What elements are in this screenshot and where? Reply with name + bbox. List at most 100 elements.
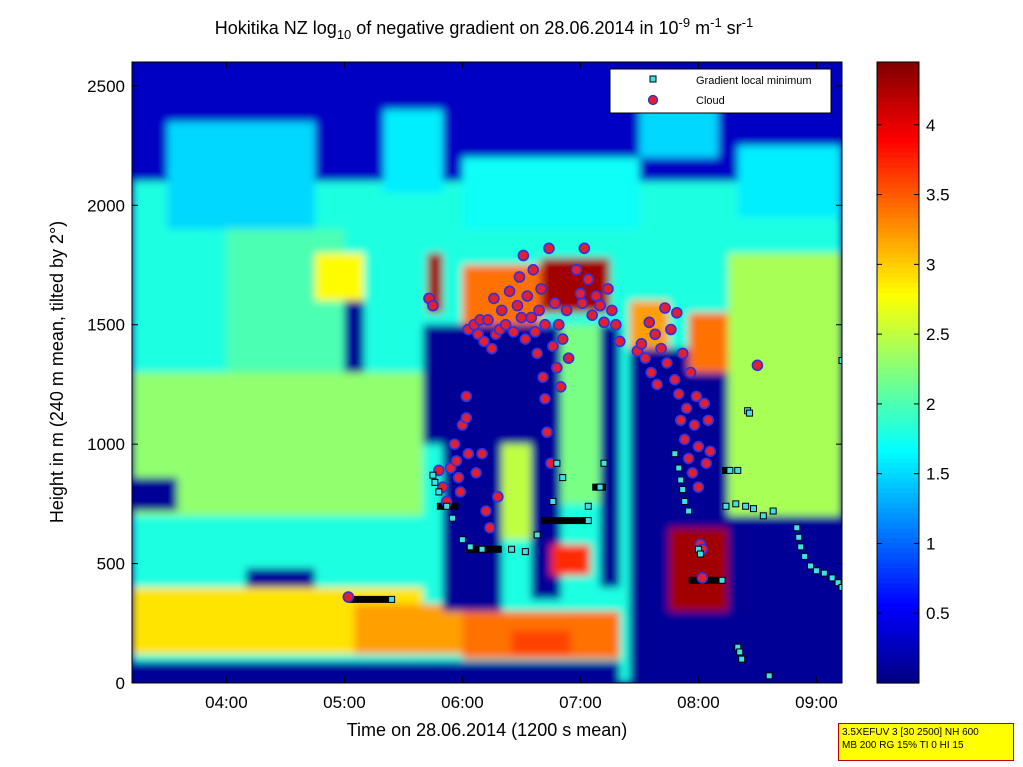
- colorbar-tick-label: 0.5: [926, 604, 950, 623]
- colorbar-band: [877, 342, 919, 349]
- cloud-marker: [594, 299, 606, 312]
- gradient-minimum-marker: [596, 483, 604, 491]
- colorbar-band: [877, 247, 919, 253]
- colorbar-band: [877, 487, 919, 494]
- colorbar-band: [877, 667, 919, 674]
- info-line-2: MB 200 RG 15% TI 0 HI 15: [842, 740, 964, 751]
- colorbar-band: [877, 452, 919, 459]
- colorbar-band: [877, 192, 919, 198]
- gradient-minimum-marker: [732, 500, 740, 508]
- colorbar-band: [877, 197, 919, 203]
- colorbar-band: [877, 467, 919, 474]
- colorbar-band: [877, 527, 919, 534]
- colorbar-band: [877, 397, 919, 404]
- heatmap-field: [132, 62, 842, 683]
- cloud-marker: [527, 263, 540, 276]
- gradient-minimum-marker: [677, 476, 685, 484]
- field-region: [727, 253, 842, 516]
- colorbar-band: [877, 97, 919, 103]
- cloud-marker: [690, 390, 703, 403]
- gradient-minimum-marker: [478, 545, 486, 553]
- cloud-marker: [533, 304, 545, 317]
- colorbar-band: [877, 662, 919, 669]
- cloud-marker: [692, 481, 705, 493]
- colorbar-band: [877, 492, 919, 499]
- colorbar-ticks: 0.5 1 1.5 2 2.5 3 3.5 4: [877, 116, 950, 623]
- cloud-marker: [470, 467, 482, 479]
- cloud-marker: [507, 326, 520, 338]
- cloud-marker: [670, 306, 683, 319]
- cloud-marker: [541, 426, 553, 439]
- colorbar-band: [877, 267, 919, 273]
- gradient-minimum-marker: [795, 533, 803, 541]
- y-tick-label: 2500: [87, 77, 125, 96]
- gradient-minimum-marker: [736, 648, 744, 656]
- cloud-marker: [535, 283, 547, 295]
- colorbar-band: [877, 672, 919, 679]
- cloud-marker: [460, 412, 473, 424]
- gradient-minimum-marker: [734, 466, 742, 474]
- field-region: [511, 630, 571, 655]
- colorbar-band: [877, 417, 919, 424]
- cloud-marker: [682, 452, 695, 465]
- cloud-marker: [460, 390, 473, 403]
- cloud-marker: [492, 490, 504, 503]
- colorbar-band: [877, 147, 919, 153]
- colorbar-band: [877, 87, 919, 93]
- colorbar-band: [877, 437, 919, 444]
- colorbar-band: [877, 102, 919, 108]
- cloud-marker: [688, 419, 701, 431]
- cloud-marker: [674, 414, 687, 427]
- field-region: [560, 324, 601, 504]
- field-region: [629, 348, 728, 683]
- cloud-marker: [517, 249, 530, 262]
- colorbar-tick-label: 4: [926, 116, 935, 135]
- gradient-minimum-marker: [533, 531, 541, 539]
- colorbar-band: [877, 252, 919, 258]
- colorbar-band: [877, 567, 919, 574]
- gradient-minimum-marker: [559, 474, 567, 482]
- colorbar-band: [877, 372, 919, 379]
- colorbar-band: [877, 127, 919, 133]
- cloud-marker: [570, 263, 583, 276]
- cloud-marker: [537, 371, 549, 384]
- colorbar-band: [877, 447, 919, 454]
- cloud-marker: [511, 299, 524, 312]
- colorbar-band: [877, 112, 919, 118]
- gradient-minimum-marker: [675, 464, 683, 472]
- gradient-minimum-marker: [508, 545, 516, 553]
- cloud-marker: [751, 359, 764, 372]
- field-region: [737, 145, 842, 218]
- cloud-marker: [531, 347, 543, 360]
- y-axis-label: Height in m (240 m mean, tilted by 2°): [47, 221, 67, 523]
- cloud-marker: [554, 381, 567, 393]
- legend-label-gradient-minimum: Gradient local minimum: [696, 75, 812, 87]
- colorbar-band: [877, 262, 919, 268]
- colorbar-tick-label: 2.5: [926, 325, 950, 344]
- colorbar-band: [877, 622, 919, 629]
- colorbar-band: [877, 537, 919, 544]
- cloud-marker: [578, 242, 591, 255]
- gradient-minimum-marker: [443, 502, 451, 510]
- colorbar-band: [877, 182, 919, 188]
- colorbar-band: [877, 632, 919, 639]
- colorbar-band: [877, 297, 919, 303]
- colorbar-band: [877, 482, 919, 489]
- cloud-marker: [686, 467, 699, 479]
- cloud-marker: [661, 357, 673, 369]
- colorbar-band: [877, 557, 919, 564]
- y-tick-label: 2000: [87, 196, 125, 215]
- cloud-marker: [427, 299, 439, 312]
- info-line-1: 3.5XEFUV 3 [30 2500] NH 600: [842, 727, 979, 738]
- cloud-marker: [543, 242, 555, 255]
- colorbar-tick-label: 2: [926, 395, 935, 414]
- cloud-marker: [488, 292, 500, 305]
- colorbar-band: [877, 347, 919, 354]
- cloud-marker: [672, 388, 685, 400]
- colorbar-band: [877, 442, 919, 449]
- colorbar-band: [877, 322, 919, 329]
- y-tick-label: 0: [116, 674, 125, 693]
- cloud-marker: [482, 314, 494, 326]
- cloud-marker: [547, 340, 559, 353]
